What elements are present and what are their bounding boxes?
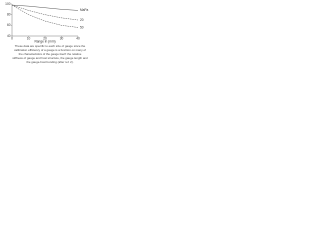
x-tick-label: 40 <box>76 36 80 40</box>
caption-line: These data are specific to each size of … <box>15 44 86 48</box>
y-tick-label: 100 <box>5 2 11 6</box>
line <box>11 4 79 11</box>
series-label: 20 <box>80 18 84 22</box>
x-axis-label: Range in (mm) <box>34 39 55 43</box>
line <box>11 4 79 28</box>
x-tick-label: 0 <box>11 36 13 40</box>
caption-line: the characteristics of the gauge itself:… <box>19 52 82 56</box>
chart: Range in (mm) 40 60 80 100 0 10 20 30 40 MaPa 20 50… <box>5 2 89 64</box>
x-tick-label: 20 <box>43 36 47 40</box>
caption-line: calibration efficiency of a gauge is a f… <box>14 48 86 52</box>
y-tick-label: 80 <box>7 13 11 17</box>
y-tick-label: 60 <box>7 23 11 27</box>
caption-line: the gauge-host bonding (after ref. 2). <box>26 60 73 64</box>
y-tick-label: 40 <box>7 34 11 38</box>
x-tick-label: 10 <box>27 36 31 40</box>
series-label: 50 <box>80 25 84 29</box>
series-label: MaPa <box>80 8 89 12</box>
caption-line: stiffness of gauge and host structure, t… <box>12 56 88 60</box>
x-tick-label: 30 <box>60 36 64 40</box>
line <box>11 4 79 21</box>
page: Range in (mm) 40 60 80 100 0 10 20 30 40 MaPa 20 50… <box>0 0 100 71</box>
